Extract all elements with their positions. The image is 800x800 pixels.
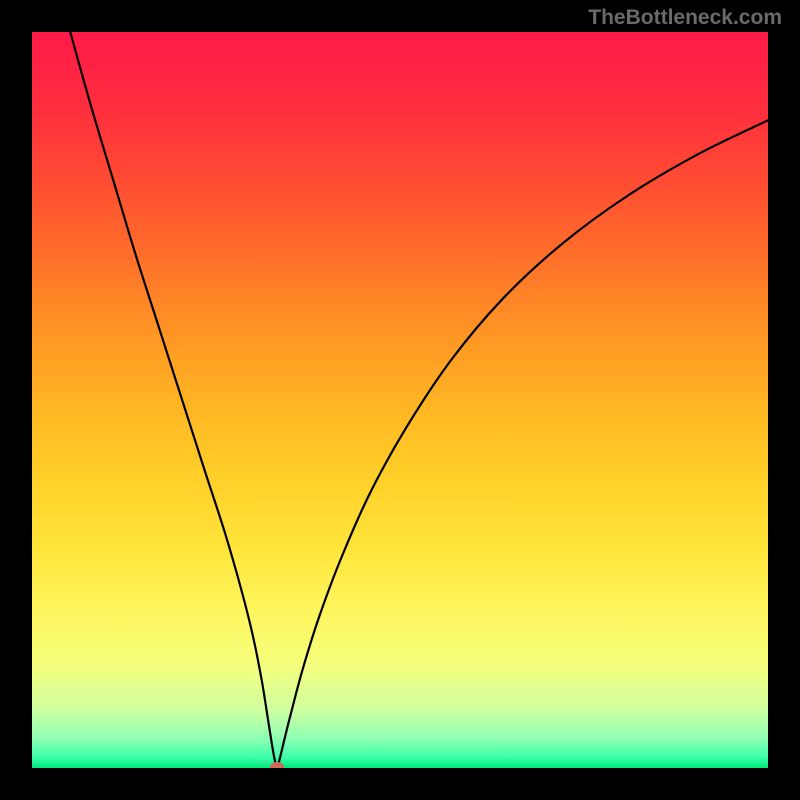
watermark-text: TheBottleneck.com	[588, 6, 782, 30]
bottleneck-curve	[32, 32, 768, 768]
chart-plot-area	[32, 32, 768, 768]
minimum-marker	[270, 762, 284, 768]
